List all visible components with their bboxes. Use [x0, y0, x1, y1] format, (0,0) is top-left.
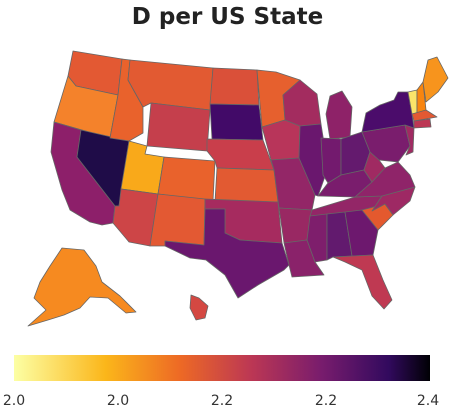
- legend-tick-5: 2.4: [416, 393, 440, 409]
- state-georgia[interactable]: [344, 209, 379, 257]
- legend-tick-2: 2.0: [106, 393, 130, 409]
- legend-tick-1: 2.0: [2, 393, 26, 409]
- state-texas[interactable]: [164, 208, 290, 299]
- map-title: D per US State: [131, 4, 324, 30]
- state-kansas[interactable]: [214, 167, 279, 203]
- state-michigan[interactable]: [325, 90, 353, 140]
- state-massachusetts[interactable]: [411, 109, 438, 122]
- state-montana[interactable]: [127, 59, 214, 111]
- color-legend-bar: [14, 355, 430, 381]
- state-maine[interactable]: [422, 56, 449, 103]
- state-north-dakota[interactable]: [209, 67, 260, 106]
- state-indiana[interactable]: [320, 137, 342, 184]
- state-hawaii[interactable]: [189, 294, 209, 321]
- legend-tick-4: 2.2: [314, 393, 338, 409]
- state-nebraska[interactable]: [206, 138, 275, 171]
- state-wyoming[interactable]: [146, 102, 211, 152]
- state-florida[interactable]: [332, 254, 393, 310]
- legend-tick-3: 2.2: [210, 393, 234, 409]
- state-connecticut[interactable]: [413, 118, 432, 129]
- state-west-virginia[interactable]: [363, 151, 386, 183]
- state-utah[interactable]: [120, 140, 165, 195]
- state-colorado[interactable]: [157, 156, 216, 202]
- state-virginia[interactable]: [354, 161, 416, 198]
- state-south-dakota[interactable]: [209, 103, 264, 141]
- state-mississippi[interactable]: [306, 213, 328, 263]
- state-alaska[interactable]: [27, 247, 137, 327]
- state-new-mexico[interactable]: [149, 193, 206, 247]
